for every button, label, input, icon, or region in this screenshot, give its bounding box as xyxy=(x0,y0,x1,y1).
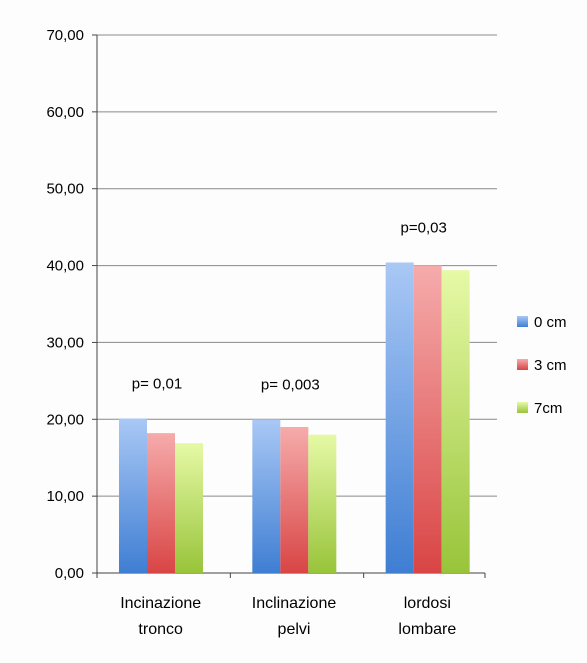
y-tick-label: 70,00 xyxy=(46,27,84,44)
labels: 0,00 10,00 20,00 30,00 40,00 50,00 60,00 70,00 I… xyxy=(46,27,456,638)
bar-3cm-2 xyxy=(413,265,442,573)
bars xyxy=(119,262,470,573)
category-label: Inclinazione xyxy=(252,595,337,612)
p-value-annotation: p= 0,01 xyxy=(132,376,182,393)
bar-0cm-2 xyxy=(385,262,414,573)
bar-0cm-1 xyxy=(252,419,281,573)
y-tick-label: 50,00 xyxy=(46,181,84,198)
legend-swatch xyxy=(517,316,528,327)
y-tick-label: 20,00 xyxy=(46,411,84,428)
bar-0cm-0 xyxy=(119,418,147,573)
p-value-annotation: p=0,03 xyxy=(401,219,447,236)
bar-3cm-0 xyxy=(147,433,175,573)
gridlines xyxy=(97,34,497,497)
category-label: pelvi xyxy=(278,621,311,638)
y-tick-label: 10,00 xyxy=(46,488,84,505)
p-value-annotation: p= 0,003 xyxy=(261,376,320,393)
category-label: tronco xyxy=(138,621,183,638)
category-label: lordosi xyxy=(404,595,451,612)
y-tick-label: 0,00 xyxy=(55,565,84,582)
legend-swatch xyxy=(517,359,528,370)
legend: 0 cm 3 cm 7cm xyxy=(517,314,567,417)
category-label: Incinazione xyxy=(120,595,201,612)
legend-label: 0 cm xyxy=(534,314,567,331)
bar-7cm-1 xyxy=(308,434,337,573)
y-tick-label: 30,00 xyxy=(46,334,84,351)
bar-7cm-0 xyxy=(175,443,203,573)
bar-7cm-2 xyxy=(441,270,470,573)
legend-label: 3 cm xyxy=(534,357,567,374)
legend-swatch xyxy=(517,402,528,413)
category-label: lombare xyxy=(398,621,456,638)
y-tick-label: 60,00 xyxy=(46,104,84,121)
y-tick-label: 40,00 xyxy=(46,258,84,275)
bar-3cm-1 xyxy=(280,426,309,573)
legend-label: 7cm xyxy=(534,400,562,417)
